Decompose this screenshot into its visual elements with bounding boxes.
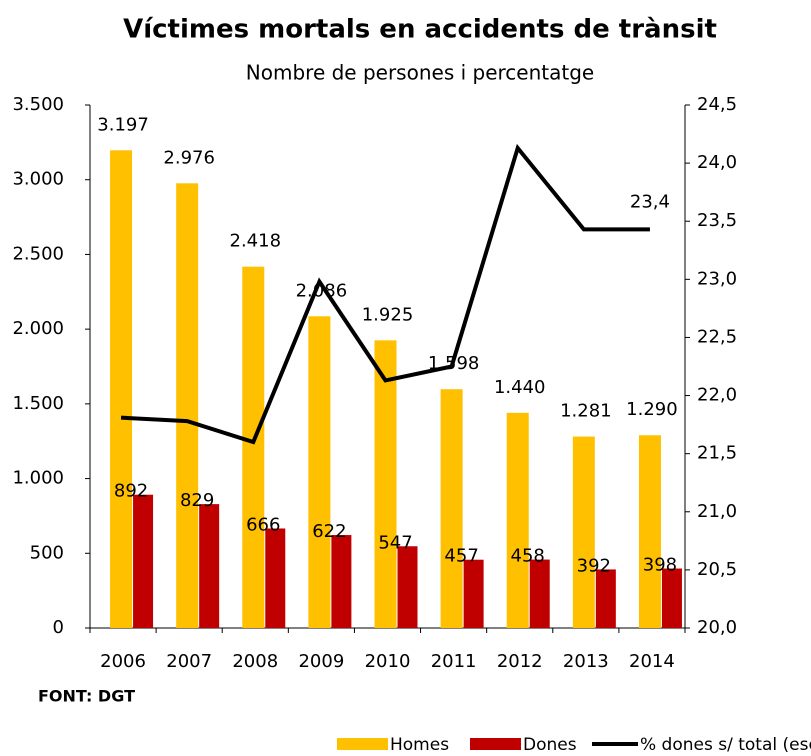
bar <box>397 546 418 628</box>
x-tick-label: 2006 <box>100 651 146 672</box>
data-label: 892 <box>114 481 148 502</box>
bar <box>595 569 616 628</box>
bar <box>176 183 199 628</box>
data-label: 23,4 <box>630 191 670 212</box>
data-label: 458 <box>511 546 545 567</box>
bar <box>308 316 331 628</box>
data-label: 2.418 <box>230 231 282 252</box>
legend-label: Dones <box>523 735 577 755</box>
line-series <box>120 143 650 445</box>
legend-swatch <box>470 738 521 750</box>
data-label: 829 <box>180 490 214 511</box>
data-label: 622 <box>312 521 346 542</box>
bar <box>374 340 397 628</box>
x-tick-label: 2009 <box>298 651 344 672</box>
data-label: 666 <box>246 514 280 535</box>
y2-tick-label: 24,0 <box>697 152 737 173</box>
y-tick-label: 3.000 <box>12 169 64 190</box>
bar <box>638 435 661 628</box>
bar <box>110 150 133 628</box>
x-tick-label: 2007 <box>166 651 212 672</box>
data-label: 1.440 <box>494 377 546 398</box>
y-tick-label: 2.000 <box>12 318 64 339</box>
y-tick-label: 500 <box>30 542 64 563</box>
data-label: 392 <box>577 555 611 576</box>
y-tick-label: 3.500 <box>12 94 64 115</box>
bar <box>463 559 484 628</box>
bar <box>199 504 220 628</box>
data-label: 398 <box>643 555 677 576</box>
data-label: 547 <box>378 532 412 553</box>
chart-subtitle: Nombre de persones i percentatge <box>246 61 594 85</box>
y2-tick-label: 22,5 <box>697 326 737 347</box>
data-label: 2.976 <box>163 147 215 168</box>
source: FONT: DGT <box>38 687 135 706</box>
x-tick-label: 2010 <box>365 651 411 672</box>
bar <box>242 266 265 628</box>
x-tick-label: 2008 <box>232 651 278 672</box>
legend-swatch <box>337 738 388 750</box>
x-tick-label: 2013 <box>563 651 609 672</box>
y-tick-label: 1.500 <box>12 393 64 414</box>
legend-label: % dones s/ total (esc. Dreta) <box>640 735 811 755</box>
bar <box>133 494 154 628</box>
bar <box>331 535 352 628</box>
bar <box>529 559 550 628</box>
y2-tick-label: 20,5 <box>697 559 737 580</box>
data-label: 1.281 <box>560 401 612 422</box>
y2-tick-label: 21,0 <box>697 501 737 522</box>
y2-tick-label: 20,0 <box>697 617 737 638</box>
bar <box>506 412 529 628</box>
x-tick-label: 2011 <box>431 651 477 672</box>
y2-tick-label: 23,0 <box>697 268 737 289</box>
y-tick-label: 0 <box>53 617 64 638</box>
y-tick-label: 1.000 <box>12 468 64 489</box>
y2-tick-label: 23,5 <box>697 210 737 231</box>
x-tick-label: 2012 <box>497 651 543 672</box>
data-label: 1.290 <box>626 399 678 420</box>
legend-label: Homes <box>390 735 449 755</box>
data-label: 1.925 <box>362 304 414 325</box>
data-label: 3.197 <box>97 114 149 135</box>
bar <box>661 568 682 628</box>
data-label: 457 <box>444 546 478 567</box>
y2-tick-label: 21,5 <box>697 443 737 464</box>
bar <box>440 389 463 628</box>
y2-tick-label: 24,5 <box>697 94 737 115</box>
chart-title: Víctimes mortals en accidents de trànsit <box>123 15 717 45</box>
data-label: 2.086 <box>296 280 348 301</box>
x-tick-label: 2014 <box>629 651 675 672</box>
y-tick-label: 2.500 <box>12 243 64 264</box>
bar <box>265 528 286 628</box>
y2-tick-label: 22,0 <box>697 385 737 406</box>
bar <box>572 436 595 628</box>
